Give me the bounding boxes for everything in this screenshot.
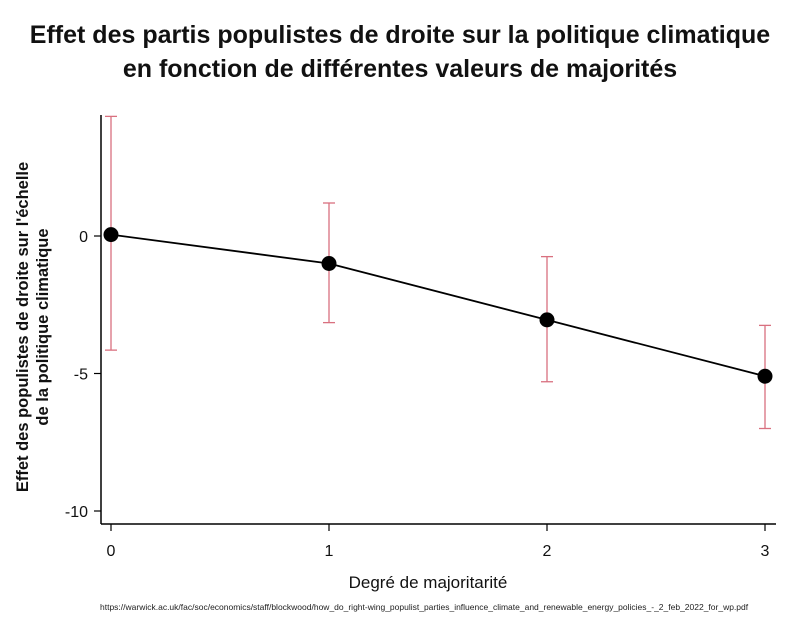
- data-point: [539, 312, 555, 328]
- y-tick-label: 0: [79, 229, 88, 246]
- data-point: [757, 368, 773, 384]
- x-tick-label: 0: [107, 543, 116, 560]
- chart-title: Effet des partis populistes de droite su…: [0, 18, 800, 86]
- y-axis-label-line: de la politique climatique: [34, 228, 52, 425]
- series-line: [110, 233, 766, 378]
- x-tick-label: 3: [761, 543, 770, 560]
- y-axis-label-line: Effet des populistes de droite sur l'éch…: [14, 162, 32, 492]
- data-point: [321, 256, 337, 271]
- chart-title-line-1: Effet des partis populistes de droite su…: [29, 21, 771, 49]
- y-tick-label: -5: [74, 367, 88, 384]
- x-tick-label: 1: [325, 543, 334, 560]
- chart-title-line-2: en fonction de différentes valeurs de ma…: [122, 55, 678, 83]
- x-tick-label: 2: [543, 543, 552, 560]
- y-axis-label: Effet des populistes de droite sur l'éch…: [14, 162, 52, 492]
- x-axis-label: Degré de majoritarité: [349, 573, 508, 592]
- data-point: [103, 227, 119, 243]
- y-tick-label: -10: [65, 504, 88, 521]
- source-url: https://warwick.ac.uk/fac/soc/economics/…: [100, 602, 749, 612]
